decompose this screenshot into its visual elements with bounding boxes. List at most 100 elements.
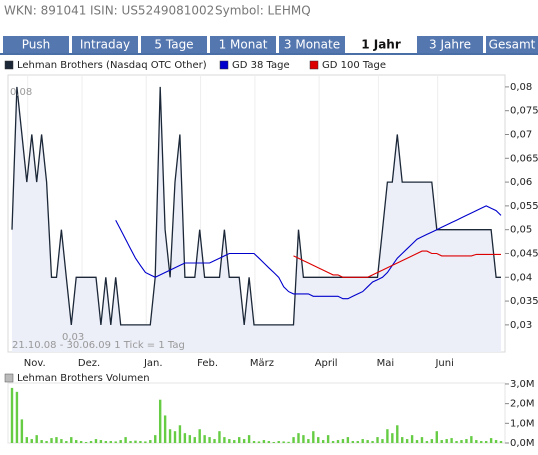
tab-label[interactable]: Gesamt — [489, 38, 536, 52]
y-tick-label: 0,03 — [510, 320, 532, 331]
y-tick-label: 0,045 — [510, 248, 538, 259]
x-tick-label: Dez. — [78, 358, 100, 369]
bar — [455, 441, 458, 443]
bar — [223, 437, 226, 443]
bar — [75, 440, 78, 443]
bar — [134, 440, 137, 443]
tab[interactable] — [72, 36, 138, 53]
bar — [247, 435, 251, 443]
bar — [15, 391, 19, 443]
annotation: 21.10.08 - 30.06.09 1 Tick = 1 Tag — [12, 340, 185, 351]
bar — [94, 439, 98, 443]
bar — [262, 440, 266, 443]
bar — [104, 441, 108, 443]
bar — [257, 441, 261, 443]
tab[interactable] — [486, 36, 538, 53]
bar — [351, 441, 355, 443]
x-tick-label: Nov. — [24, 358, 46, 369]
bar — [89, 441, 93, 443]
y-tick-label: 0,035 — [510, 296, 538, 307]
tab-label[interactable]: Intraday — [80, 38, 130, 52]
legend-label: GD 100 Tage — [322, 60, 386, 71]
tab-label[interactable]: 5 Tage — [154, 38, 193, 52]
tab[interactable] — [3, 36, 69, 53]
bar — [129, 441, 132, 443]
bar — [366, 440, 369, 443]
bar — [381, 439, 384, 443]
annotation: 0,08 — [10, 87, 32, 98]
y-tick-label: 0,075 — [510, 106, 538, 117]
bar — [35, 435, 38, 443]
line — [11, 86, 501, 326]
bar — [213, 439, 216, 443]
bar — [30, 439, 33, 443]
bar — [109, 441, 112, 443]
bar — [489, 438, 493, 443]
x-tick-label: März — [250, 358, 274, 369]
bar — [252, 441, 256, 443]
bar — [292, 437, 295, 443]
bar — [188, 435, 192, 443]
bar — [297, 433, 300, 443]
bar — [163, 415, 167, 443]
bar — [228, 439, 231, 443]
bar — [312, 431, 315, 443]
line — [293, 250, 501, 278]
bar — [371, 441, 374, 443]
x-tick-label: April — [315, 358, 338, 369]
bar — [475, 440, 478, 443]
tab[interactable] — [348, 36, 414, 53]
tab-label[interactable]: 1 Jahr — [361, 38, 401, 52]
x-tick-label: Feb. — [197, 358, 218, 369]
bar — [445, 439, 448, 443]
bar — [119, 440, 122, 443]
bar — [10, 387, 14, 443]
tab[interactable] — [417, 36, 483, 53]
y-tick-label: 0,05 — [510, 225, 532, 236]
bar — [50, 438, 53, 443]
bar — [20, 419, 24, 443]
bar — [415, 440, 419, 443]
bar — [430, 439, 434, 443]
tab-label[interactable]: 3 Monate — [284, 38, 340, 52]
y-tick-label: 3,0M — [510, 379, 535, 390]
bar — [302, 435, 305, 443]
y-tick-label: 1,0M — [510, 418, 535, 429]
x-tick-label: Jan. — [143, 358, 163, 369]
bar — [361, 439, 364, 443]
bar — [124, 437, 127, 443]
bar — [336, 440, 340, 443]
bar — [203, 435, 206, 443]
bar — [450, 438, 453, 443]
bar — [391, 433, 394, 443]
tab-label[interactable]: 1 Monat — [219, 38, 268, 52]
bar — [65, 441, 68, 443]
bar — [460, 440, 463, 443]
bar — [233, 440, 236, 443]
tab-label[interactable]: Push — [22, 38, 51, 52]
legend-swatch — [219, 60, 229, 70]
bar — [420, 437, 424, 443]
y-tick-label: 0,06 — [510, 177, 532, 188]
bar — [410, 435, 414, 443]
wkn: WKN: 891041 — [4, 4, 86, 18]
bar — [193, 437, 196, 443]
tab[interactable] — [210, 36, 276, 53]
symbol: Symbol: LEHMQ — [215, 4, 311, 18]
bar — [45, 441, 48, 443]
bar — [405, 439, 409, 443]
bar — [341, 439, 345, 443]
bar — [484, 441, 488, 443]
bar — [277, 441, 280, 443]
bar — [307, 439, 310, 443]
tab[interactable] — [279, 36, 345, 53]
bar — [282, 441, 285, 443]
bar — [401, 437, 404, 443]
tab-label[interactable]: 3 Jahre — [429, 38, 471, 52]
bar — [60, 439, 63, 443]
y-tick-label: 2,0M — [510, 399, 535, 410]
bar — [208, 437, 211, 443]
tab[interactable] — [141, 36, 207, 53]
volume-plot — [7, 382, 506, 444]
